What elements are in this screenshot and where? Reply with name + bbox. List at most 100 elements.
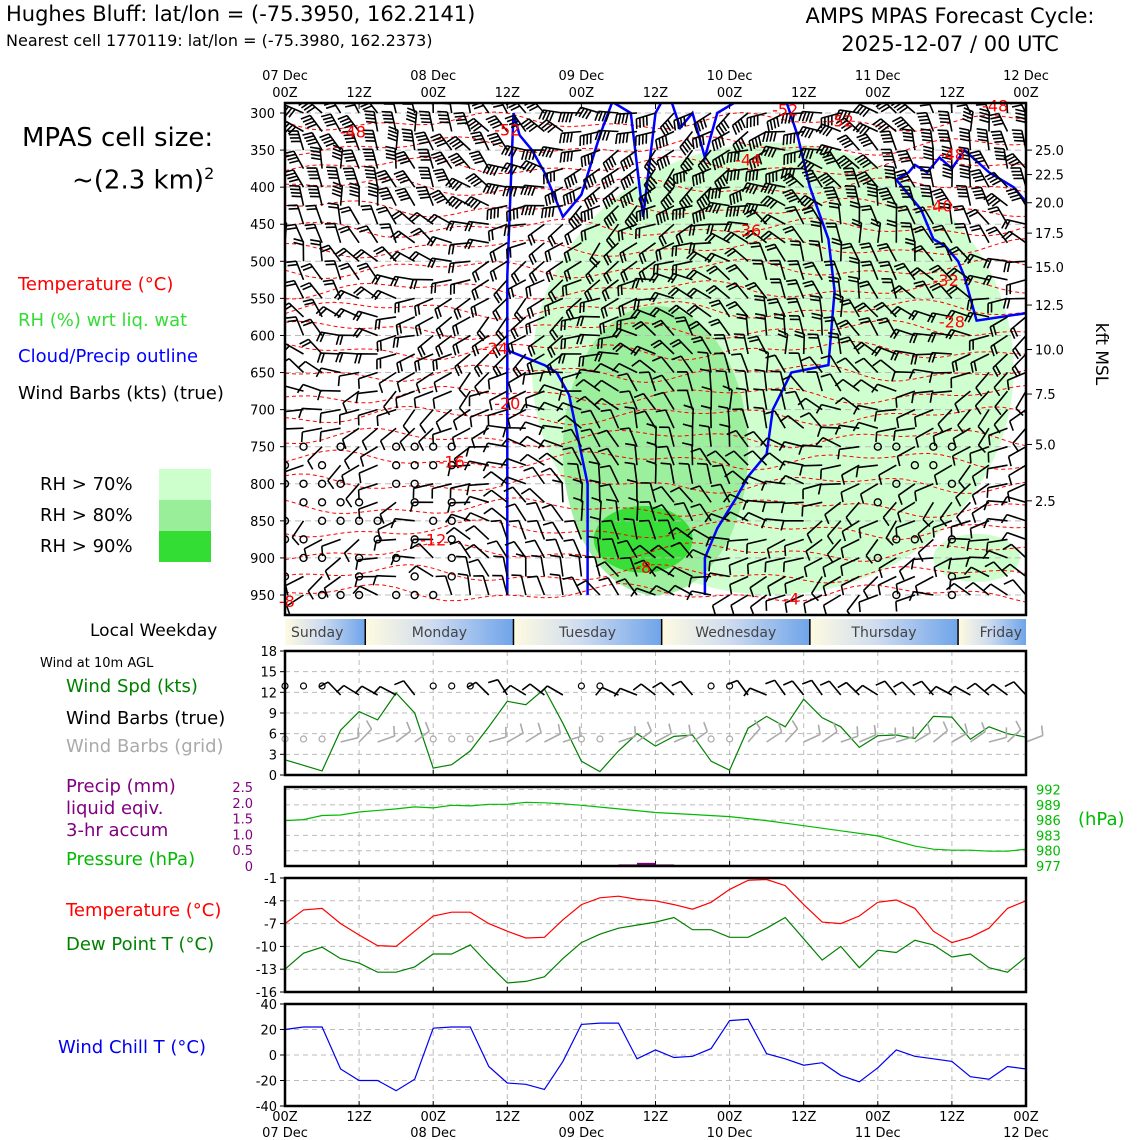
wind-barb — [635, 223, 656, 240]
wind-barb — [669, 486, 694, 503]
wind-barb — [515, 553, 527, 577]
wind-barb — [603, 260, 620, 285]
forecast-cycle-line2: 2025-12-07 / 00 UTC — [841, 32, 1059, 56]
y-tick-label: 0 — [269, 769, 277, 784]
wind-barb — [784, 538, 804, 556]
wind-barb — [542, 167, 564, 185]
wind-barb — [298, 103, 323, 114]
wind-barb — [375, 169, 397, 188]
wind-barb — [619, 390, 638, 410]
wind-barb — [468, 558, 490, 577]
wind-barb — [708, 299, 731, 318]
wind-barb — [648, 291, 675, 303]
panel-frame — [283, 785, 1028, 868]
wind-barb — [319, 408, 341, 424]
wind-barb — [320, 113, 342, 132]
wind-barb — [807, 333, 823, 355]
wind-barb — [651, 356, 675, 374]
wind-barb — [544, 723, 562, 743]
wind-chill-line — [284, 1018, 1027, 1092]
wind-barb — [463, 196, 490, 210]
wind-barb — [819, 464, 841, 480]
calm-wind-circle — [892, 590, 901, 600]
wind-barb — [801, 501, 823, 517]
wind-barb — [724, 450, 749, 466]
wind-barb — [954, 390, 971, 414]
wind-barb — [605, 223, 620, 249]
wind-barb — [547, 223, 564, 247]
wind-barb — [430, 279, 452, 294]
wind-barb — [603, 242, 620, 266]
bottom-hour-label: 00Z — [1013, 1110, 1039, 1125]
kft-tick-label: 15.0 — [1035, 261, 1064, 276]
wind-barb — [985, 538, 1008, 553]
wind-barb — [877, 575, 897, 596]
wind-barb — [1008, 408, 1026, 431]
wind-barb — [686, 304, 712, 318]
wind-barb — [639, 371, 657, 392]
wind-barb — [415, 371, 434, 394]
wind-barb — [950, 371, 971, 389]
wind-barb — [984, 561, 1009, 578]
wind-barb — [520, 118, 545, 133]
wind-barb — [419, 110, 434, 132]
wind-barb — [470, 131, 490, 151]
wind-barb — [473, 575, 490, 596]
panel-frame — [283, 876, 1028, 994]
wind-barb — [693, 112, 712, 134]
pressure-tick-label: 650 — [250, 367, 275, 382]
wind-barb — [568, 205, 583, 230]
wind-barb — [671, 680, 694, 696]
wind-barb — [630, 308, 656, 320]
wind-barb — [522, 103, 545, 114]
wind-barb — [600, 297, 619, 319]
wind-barb — [941, 145, 953, 169]
wind-barb — [911, 390, 934, 404]
bottom-hour-label: 00Z — [420, 1110, 446, 1125]
wind-barb — [655, 130, 675, 150]
wind-barb — [837, 681, 860, 696]
wind-barb — [988, 727, 1008, 743]
wind-barb — [773, 312, 786, 336]
calm-wind-circle — [317, 590, 327, 600]
wind-barb — [705, 284, 731, 300]
wind-barb — [482, 442, 508, 453]
wind-barb — [360, 204, 379, 225]
wind-barb — [562, 186, 582, 206]
wind-barb — [811, 312, 823, 336]
wind-barb — [377, 187, 397, 207]
weekday-bar: Sunday Monday Tuesday Wednesday Thursday Frid… — [285, 619, 1026, 645]
wind-barb — [528, 242, 545, 266]
temperature-contour-label: -28 — [939, 312, 965, 331]
top-hour-label: 00Z — [865, 86, 891, 101]
wind-barb — [340, 727, 360, 743]
y-tick-label: 18 — [260, 645, 277, 660]
wind-barb — [966, 538, 990, 552]
temperature-contour-label: -16 — [439, 453, 465, 472]
wind-barb — [285, 390, 286, 392]
wind-barb — [355, 390, 378, 404]
wind-barb — [806, 371, 823, 392]
wind-barb — [778, 474, 805, 485]
wind-barb — [323, 103, 342, 114]
wind-barb — [798, 110, 823, 122]
wind-barb — [628, 497, 639, 521]
wind-barb — [651, 319, 675, 337]
wind-barb — [984, 171, 1009, 188]
bottom-hour-label: 00Z — [717, 1110, 743, 1125]
y-tick-label: -7 — [264, 918, 277, 933]
wind-barb — [418, 166, 434, 188]
wind-barb — [417, 334, 434, 358]
wind-barb — [704, 572, 730, 583]
precip-label-3: 3-hr accum — [66, 820, 169, 841]
calm-wind-circle — [317, 461, 327, 470]
wind-barb — [826, 520, 842, 545]
wind-barb — [471, 334, 490, 357]
wind-barb — [678, 186, 694, 212]
wind-barb — [749, 241, 768, 262]
wind-barb — [285, 120, 304, 135]
wind-barb — [877, 727, 897, 743]
wind-barb — [969, 224, 990, 244]
wind-barb — [483, 489, 508, 503]
bottom-day-label: 11 Dec — [855, 1126, 901, 1140]
